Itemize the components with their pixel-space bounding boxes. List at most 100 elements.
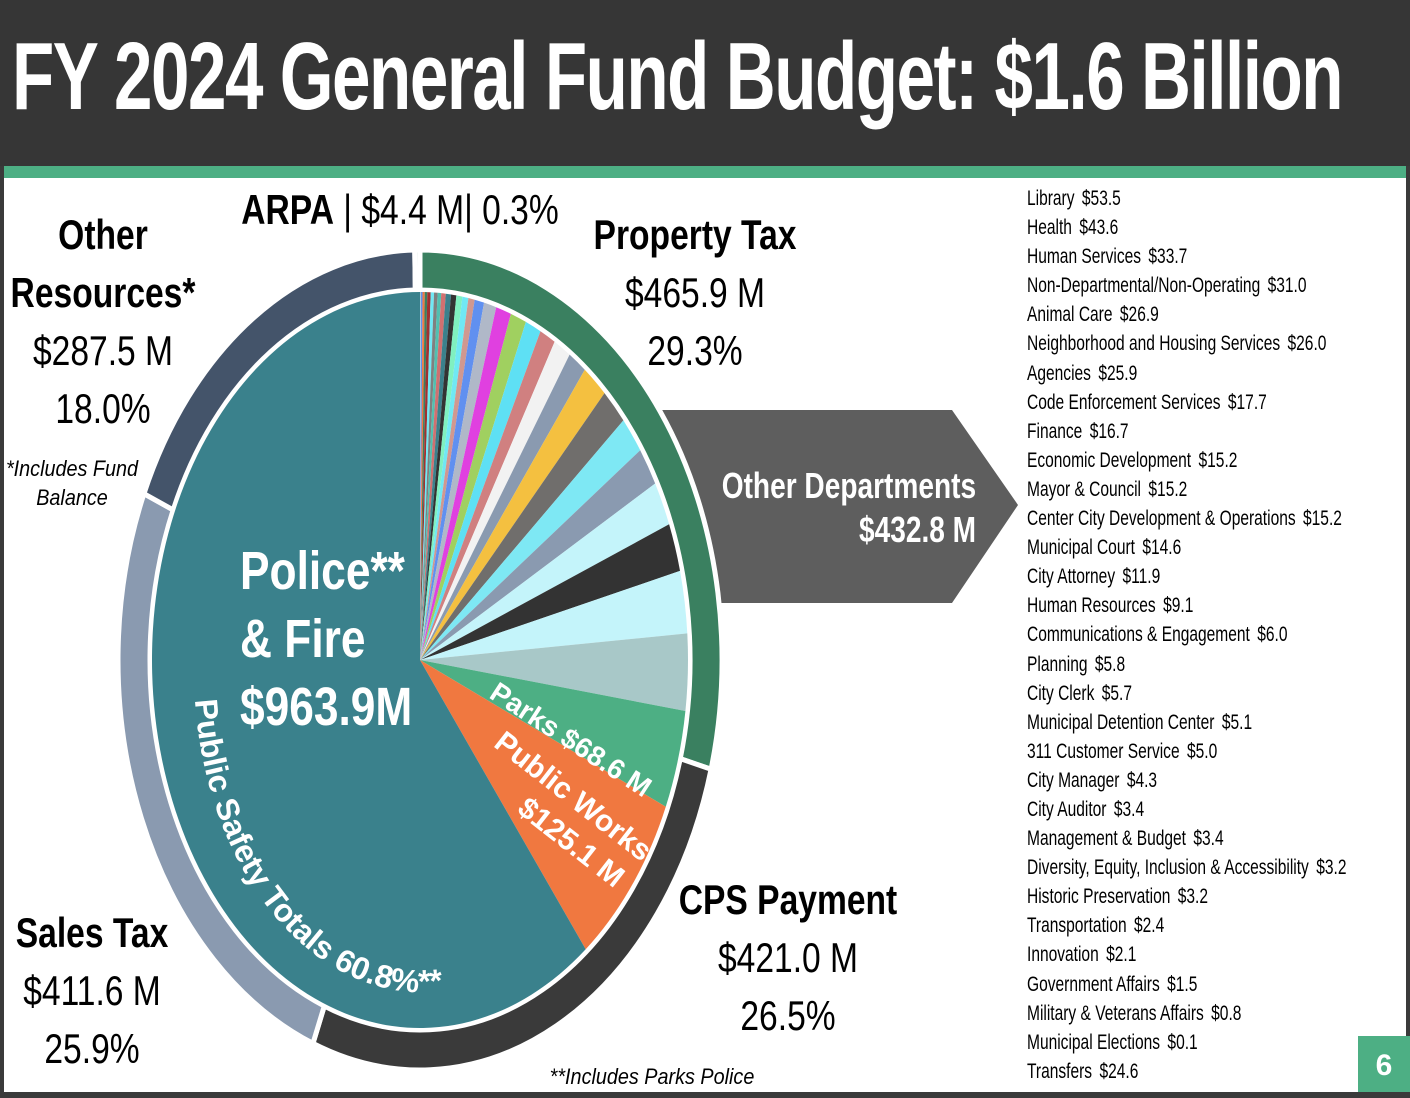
department-amount: $31.0 <box>1267 274 1307 298</box>
department-name: Transfers <box>1027 1059 1093 1083</box>
pie-slice-animal-care <box>420 450 656 660</box>
pie-slice-municipal-detention-center <box>420 294 457 660</box>
other-resources-amount: $287.5 M <box>32 327 174 374</box>
department-name: Non-Departmental/Non-Operating <box>1027 274 1261 298</box>
department-name: Planning <box>1027 652 1088 676</box>
fund-balance-note-line1: *Includes Fund <box>5 456 139 481</box>
department-amount: $3.4 <box>1193 827 1224 851</box>
header-bar: FY 2024 General Fund Budget: $1.6 Billio… <box>0 0 1410 166</box>
pie-slice-health <box>420 570 688 660</box>
other-departments-label: Other Departments $432.8 M <box>722 464 976 552</box>
arpa-label: ARPA | $4.4 M| 0.3% <box>241 186 558 234</box>
department-list-item: Mayor & Council $15.2 <box>1027 475 1346 504</box>
page-title: FY 2024 General Fund Budget: $1.6 Billio… <box>12 23 1344 130</box>
department-list-item: City Clerk $5.7 <box>1027 679 1346 708</box>
department-name: Innovation <box>1027 943 1099 967</box>
department-list-item: Historic Preservation $3.2 <box>1027 882 1346 911</box>
sales-tax-amount: $411.6 M <box>23 967 161 1014</box>
department-amount: $26.0 <box>1287 332 1327 356</box>
pie-slice-innovation <box>420 292 425 660</box>
department-name: Health <box>1027 216 1072 240</box>
pie-slice-non-departmental-non-operating <box>420 483 670 660</box>
department-amount: $2.1 <box>1106 943 1137 967</box>
department-list-item: Transportation $2.4 <box>1027 911 1346 940</box>
page-number: 6 <box>1358 1036 1410 1092</box>
sales-tax-percent: 25.9% <box>44 1025 140 1072</box>
property-tax-title: Property Tax <box>593 211 797 258</box>
police-fire-line2: & Fire <box>240 609 366 669</box>
department-amount: $5.1 <box>1221 710 1253 734</box>
department-amount: $9.1 <box>1163 594 1194 618</box>
department-list-item: Human Resources $9.1 <box>1027 591 1346 620</box>
cps-payment-amount: $421.0 M <box>717 934 859 981</box>
department-list-item: Health $43.6 <box>1027 213 1346 242</box>
pie-slice-mayor-council <box>420 321 541 660</box>
other-resources-title: Other Resources* <box>11 206 196 322</box>
department-name: Historic Preservation <box>1027 885 1171 909</box>
other-resources-values: $287.5 M 18.0% <box>33 322 173 438</box>
department-name: City Clerk <box>1027 681 1095 705</box>
department-name: Agencies <box>1027 361 1091 385</box>
department-name: Communications & Engagement <box>1027 623 1250 647</box>
pie-slice-diversity-equity-inclusion-accessibility <box>420 292 435 660</box>
department-name: City Manager <box>1027 768 1120 792</box>
department-amount: $26.9 <box>1119 303 1159 327</box>
department-list-item: Innovation $2.1 <box>1027 940 1346 969</box>
department-amount: $53.5 <box>1081 187 1121 210</box>
sales-tax-title: Sales Tax <box>15 909 169 956</box>
cps-payment-label: CPS Payment $421.0 M 26.5% <box>679 871 897 1045</box>
department-list-item: Finance $16.7 <box>1027 417 1346 446</box>
pie-slice-city-auditor <box>420 292 442 660</box>
department-name: Municipal Detention Center <box>1027 710 1215 734</box>
department-list-item: Code Enforcement Services $17.7 <box>1027 388 1346 417</box>
department-amount: $25.9 <box>1098 361 1138 385</box>
property-tax-amount: $465.9 M <box>624 269 766 316</box>
other-resources-percent: 18.0% <box>55 385 151 432</box>
pie-slice-neighborhood-and-housing-services <box>420 420 641 660</box>
department-list-item: Government Affairs $1.5 <box>1027 970 1346 999</box>
parks-police-note: **Includes Parks Police <box>549 1064 755 1089</box>
cps-payment-percent: 26.5% <box>740 992 836 1039</box>
department-name: Diversity, Equity, Inclusion & Accessibi… <box>1027 856 1309 880</box>
department-amount: $1.5 <box>1167 972 1198 996</box>
pie-slice-police-fire <box>152 292 586 1028</box>
accent-stripe <box>4 166 1406 178</box>
police-fire-line1: Police** <box>240 541 405 601</box>
arpa-name: ARPA <box>241 186 334 233</box>
expenditure-pie <box>152 292 688 1028</box>
fund-balance-note: *Includes Fund Balance <box>6 454 138 512</box>
other-resources-line1: Other <box>58 211 148 258</box>
department-list-item: Communications & Engagement $6.0 <box>1027 620 1346 649</box>
department-name: Military & Veterans Affairs <box>1027 1001 1204 1025</box>
department-amount: $24.6 <box>1099 1059 1139 1083</box>
department-name: Finance <box>1027 419 1083 443</box>
department-name: Government Affairs <box>1027 972 1160 996</box>
department-amount: $17.7 <box>1227 390 1267 414</box>
department-list-item: Planning $5.8 <box>1027 650 1346 679</box>
pie-slice-city-attorney <box>420 302 497 660</box>
pie-slice-agencies <box>420 393 624 660</box>
department-list-item: Human Services $33.7 <box>1027 242 1346 271</box>
pie-slice-government-affairs <box>420 292 423 660</box>
pie-slice-city-manager <box>420 293 446 660</box>
pie-slice-finance <box>420 341 570 660</box>
pie-slice-planning <box>420 296 469 660</box>
department-name: Mayor & Council <box>1027 477 1142 501</box>
pie-slice-transportation <box>420 292 428 660</box>
department-name: Municipal Court <box>1027 536 1135 560</box>
department-name: Municipal Elections <box>1027 1030 1161 1054</box>
department-amount: $6.0 <box>1257 623 1288 647</box>
pie-slice-management-budget <box>420 292 438 660</box>
pie-slice-center-city-development-operations <box>420 313 526 660</box>
pie-slice-city-clerk <box>420 295 463 660</box>
department-list-item: City Auditor $3.4 <box>1027 795 1346 824</box>
department-list-item: Agencies $25.9 <box>1027 359 1346 388</box>
department-list-item: Center City Development & Operations $15.… <box>1027 504 1346 533</box>
department-amount: $16.7 <box>1089 419 1129 443</box>
property-tax-percent: 29.3% <box>647 327 743 374</box>
department-amount: $15.2 <box>1148 477 1188 501</box>
department-amount: $5.0 <box>1186 739 1218 763</box>
department-name: Human Services <box>1027 245 1142 269</box>
revenue-ring <box>115 247 725 1073</box>
